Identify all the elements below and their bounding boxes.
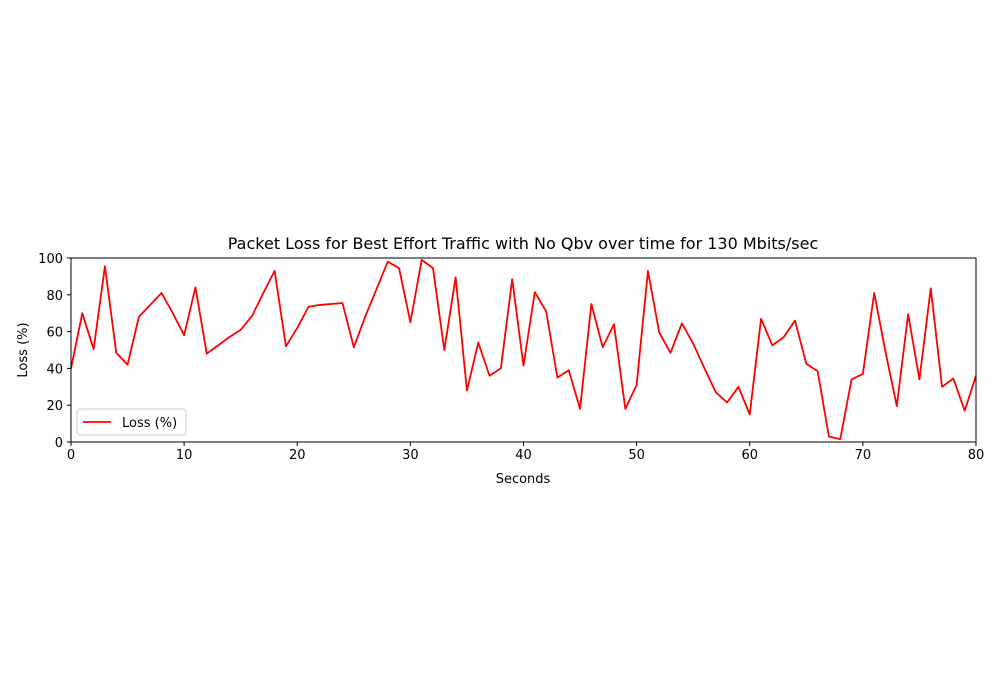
x-tick-label: 80 bbox=[968, 448, 985, 463]
y-tick-label: 100 bbox=[38, 252, 63, 267]
plot-area-frame bbox=[70, 257, 977, 443]
chart-title: Packet Loss for Best Effort Traffic with… bbox=[228, 234, 819, 253]
series-line-loss bbox=[70, 258, 977, 441]
x-axis-label: Seconds bbox=[496, 472, 551, 487]
x-tick-label: 20 bbox=[289, 448, 306, 463]
x-tick-label: 40 bbox=[515, 448, 532, 463]
y-tick-label: 80 bbox=[46, 289, 63, 304]
x-tick-label: 50 bbox=[628, 448, 645, 463]
y-axis-ticks: 0 20 40 60 80 100 bbox=[38, 252, 71, 451]
x-tick-label: 70 bbox=[855, 448, 872, 463]
legend: Loss (%) bbox=[76, 408, 187, 436]
y-tick-label: 40 bbox=[46, 362, 63, 377]
y-tick-label: 20 bbox=[46, 399, 63, 414]
x-tick-label: 0 bbox=[67, 448, 75, 463]
x-tick-label: 30 bbox=[402, 448, 419, 463]
legend-box bbox=[76, 408, 187, 436]
x-axis-ticks: 0 10 20 30 40 50 60 70 80 bbox=[67, 442, 984, 463]
y-axis-label: Loss (%) bbox=[16, 322, 31, 377]
y-tick-label: 0 bbox=[55, 436, 63, 451]
y-tick-label: 60 bbox=[46, 326, 63, 341]
legend-label-loss: Loss (%) bbox=[122, 416, 177, 431]
x-tick-label: 60 bbox=[741, 448, 758, 463]
x-tick-label: 10 bbox=[176, 448, 193, 463]
